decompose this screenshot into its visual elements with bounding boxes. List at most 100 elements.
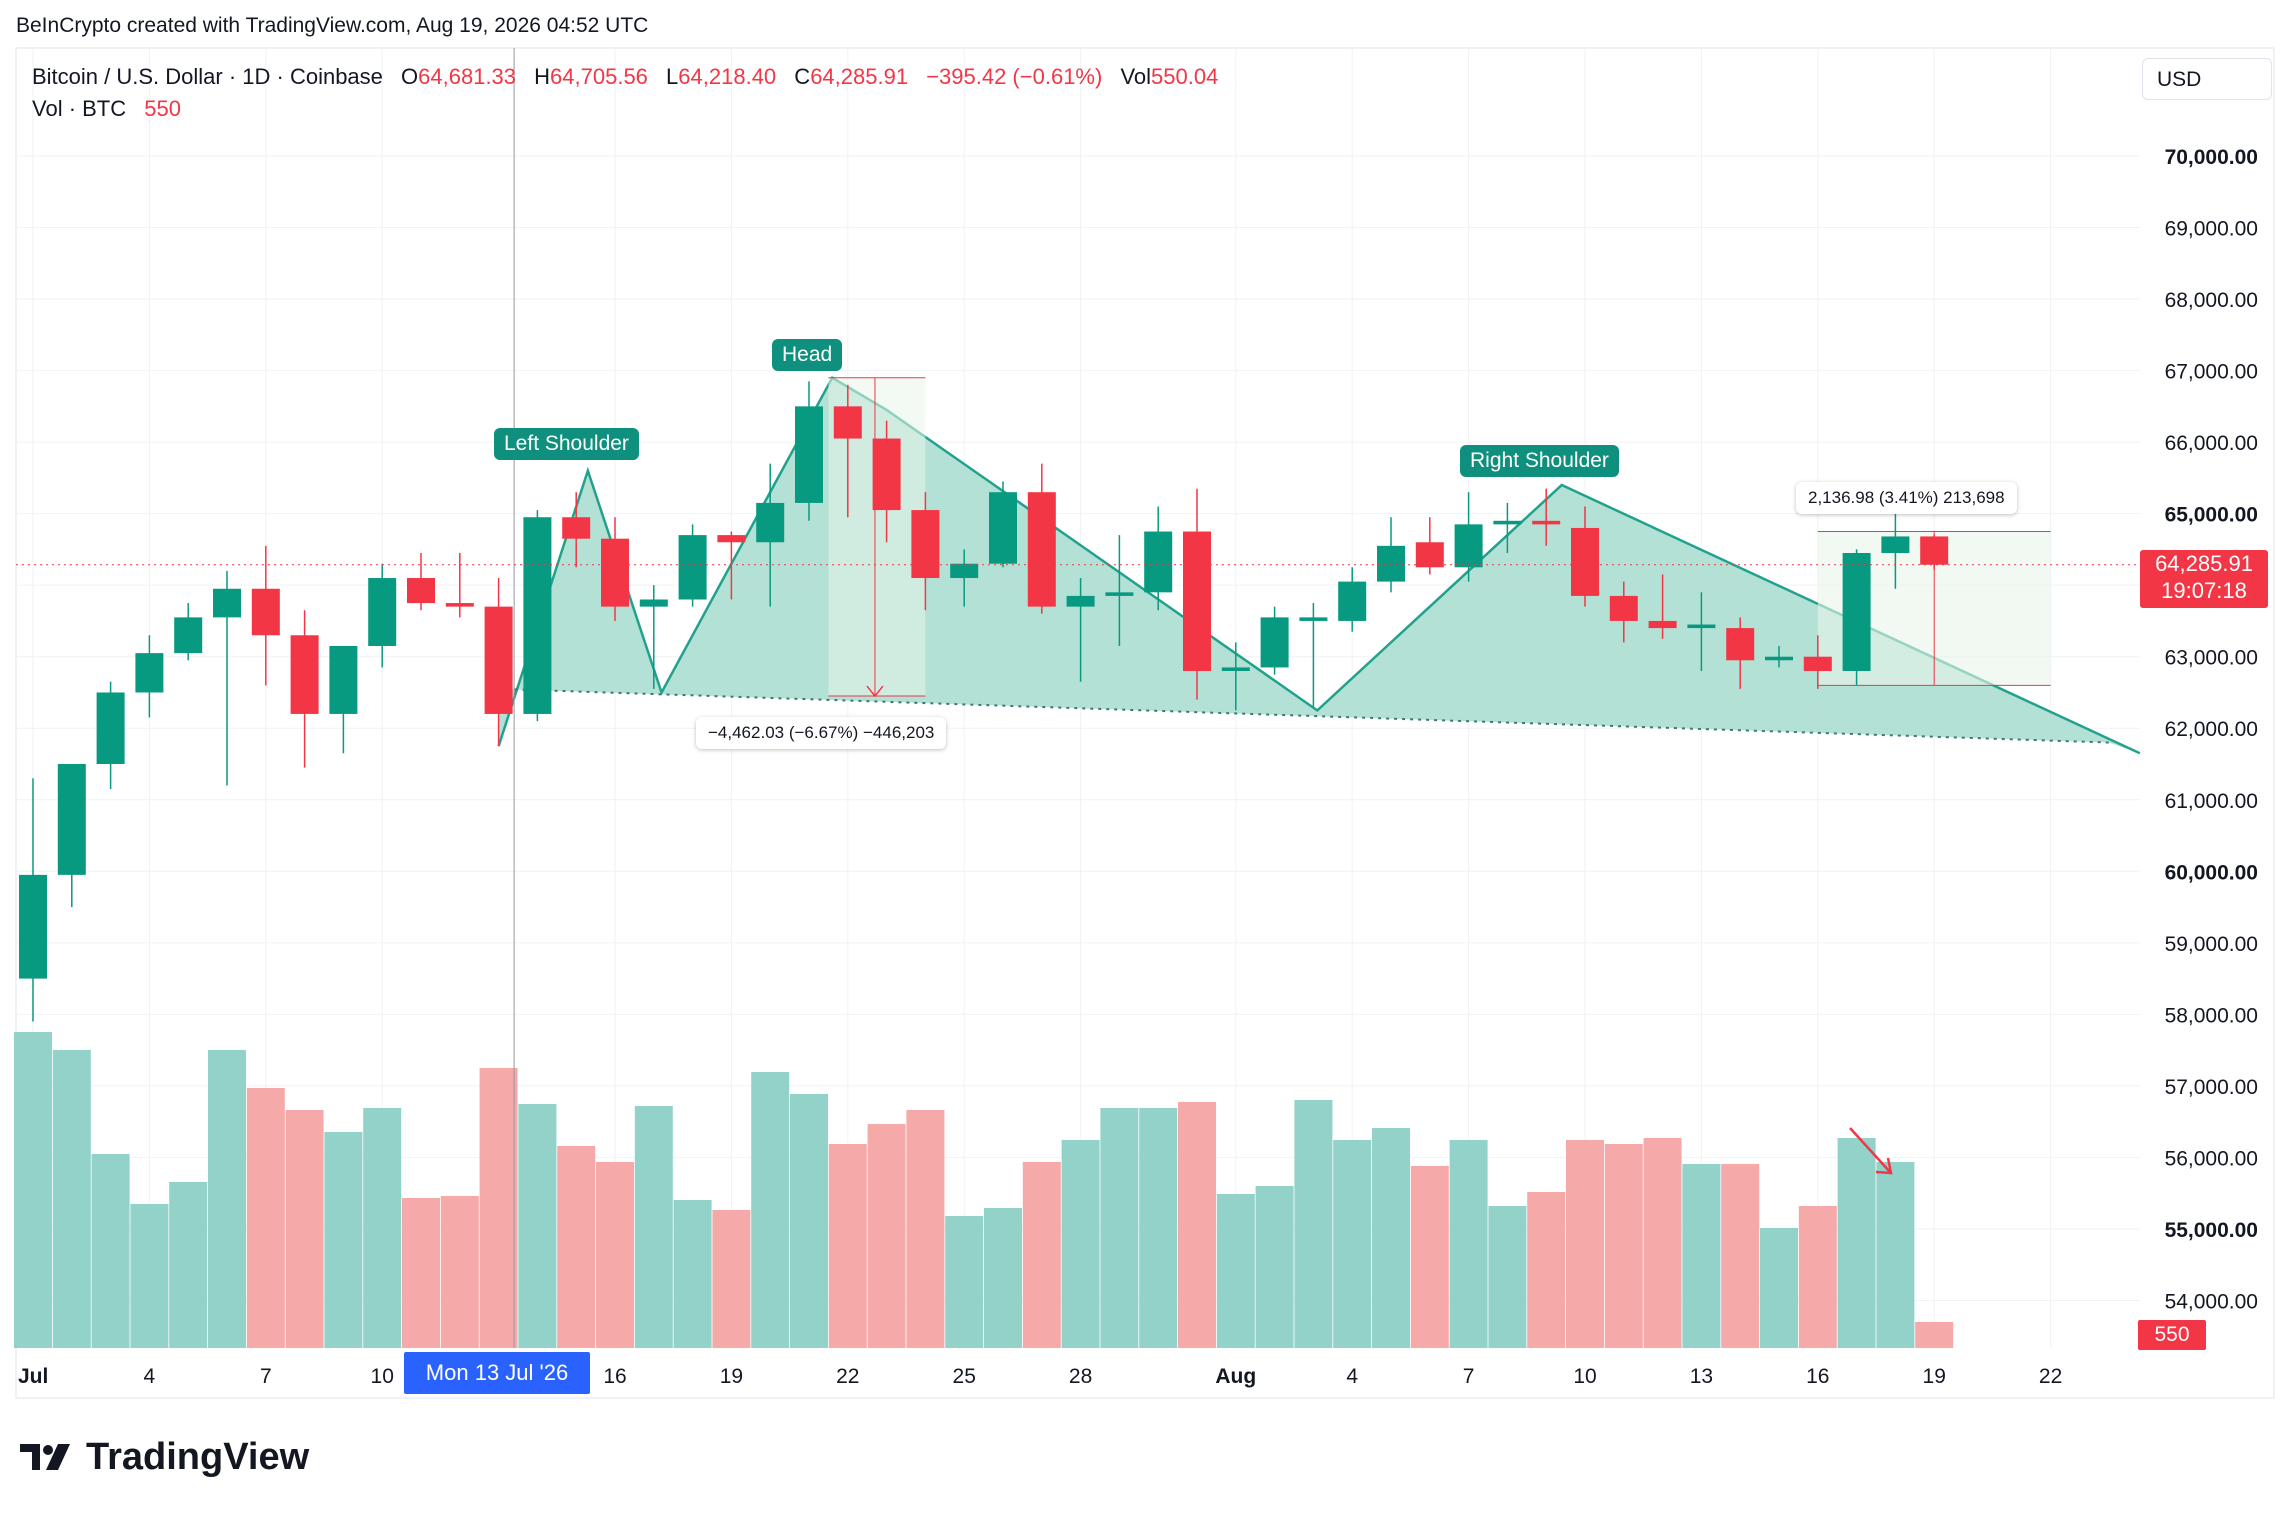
candle-body (1066, 595, 1095, 607)
volume-series-value: 550 (144, 96, 181, 121)
tradingview-wordmark[interactable]: TradingView (86, 1436, 310, 1478)
candle-body (1221, 667, 1250, 672)
candle-body (1532, 520, 1561, 525)
symbol-label[interactable]: Bitcoin / U.S. Dollar · 1D · Coinbase (32, 64, 383, 89)
candle-body (523, 517, 552, 714)
low-label: L (666, 64, 679, 89)
vol-value: 550.04 (1151, 64, 1219, 89)
left-shoulder-label[interactable]: Left Shoulder (494, 428, 639, 460)
x-axis-tick-label: 22 (836, 1365, 859, 1388)
volume-bar (285, 1110, 324, 1348)
candle-body (57, 764, 86, 875)
volume-bar (1022, 1162, 1061, 1348)
open-label: O (401, 64, 419, 89)
volume-bar (673, 1200, 712, 1348)
x-axis-tick-label: 16 (603, 1365, 626, 1388)
close-label: C (794, 64, 811, 89)
y-axis-tick-label: 63,000.00 (2165, 647, 2258, 670)
candle-body (717, 535, 746, 543)
candle-body (639, 599, 668, 607)
volume-bar (1488, 1206, 1527, 1348)
x-axis-tick-label: 10 (371, 1365, 394, 1388)
volume-bar (712, 1210, 751, 1348)
y-axis-tick-label: 62,000.00 (2165, 718, 2258, 741)
candle-body (562, 517, 591, 539)
candle-body (1842, 552, 1871, 672)
currency-button[interactable]: USD (2142, 58, 2272, 100)
volume-series-label[interactable]: Vol · BTC (32, 96, 127, 121)
volume-bar (1915, 1322, 1954, 1348)
volume-bar (1527, 1192, 1566, 1348)
volume-bar (790, 1094, 828, 1348)
volume-bar (324, 1132, 363, 1348)
volume-bar (479, 1068, 518, 1348)
change-value: −395.42 (−0.61%) (926, 64, 1103, 89)
candle-body (1765, 656, 1793, 661)
candle-body (1260, 617, 1289, 668)
y-axis-tick-label: 55,000.00 (2165, 1219, 2258, 1242)
volume-arrow-icon (1849, 1127, 1891, 1173)
y-axis-tick-label: 68,000.00 (2165, 289, 2258, 312)
x-axis-tick-label: 16 (1806, 1365, 1829, 1388)
volume-bar (596, 1162, 634, 1348)
candle-body (795, 406, 823, 503)
volume-bar (1255, 1186, 1294, 1348)
candle-body (135, 653, 164, 693)
volume-bar (1216, 1194, 1255, 1348)
low-value: 64,218.40 (678, 64, 777, 89)
last-volume-tag: 550 (2138, 1320, 2206, 1350)
y-axis-tick-label: 58,000.00 (2165, 1004, 2258, 1027)
candle-body (1377, 545, 1405, 582)
volume-bar (1333, 1140, 1372, 1348)
candle-body (989, 492, 1017, 564)
high-value: 64,705.56 (550, 64, 648, 89)
x-axis-tick-label: 4 (144, 1365, 156, 1388)
y-axis-tick-label: 69,000.00 (2165, 218, 2258, 241)
volume-bar (945, 1216, 984, 1348)
x-axis-tick-label: Jul (18, 1365, 48, 1388)
drop-measure-label: −4,462.03 (−6.67%) −446,203 (696, 717, 947, 749)
candle-body (601, 538, 629, 607)
volume-bar (1721, 1164, 1760, 1348)
volume-bar (1760, 1228, 1798, 1348)
volume-bar (906, 1110, 945, 1348)
right-shoulder-label[interactable]: Right Shoulder (1460, 445, 1619, 477)
candle-body (678, 535, 707, 600)
volume-bar (169, 1182, 208, 1348)
volume-bar (634, 1106, 673, 1348)
candle-body (872, 438, 901, 511)
x-axis-tick-label: 28 (1069, 1365, 1092, 1388)
volume-bar (1449, 1140, 1488, 1348)
volume-bar (1682, 1164, 1721, 1348)
volume-bar (751, 1072, 790, 1348)
volume-bar (246, 1088, 285, 1348)
candle-body (1609, 595, 1638, 621)
volume-bar (1410, 1166, 1449, 1348)
candle-body (1687, 624, 1716, 629)
volume-bar (518, 1104, 557, 1348)
x-axis-tick-label: 25 (953, 1365, 976, 1388)
head-label[interactable]: Head (772, 339, 843, 371)
volume-bar (1372, 1128, 1410, 1348)
tradingview-logo-icon[interactable] (20, 1440, 76, 1474)
x-axis-tick-label: 22 (2039, 1365, 2062, 1388)
candle-body (213, 588, 241, 618)
volume-bar (1798, 1206, 1837, 1348)
candle-body (1493, 520, 1522, 525)
volume-bar (1604, 1144, 1643, 1348)
volume-bar (867, 1124, 906, 1348)
y-axis-tick-label: 54,000.00 (2165, 1290, 2258, 1313)
x-axis-tick-label: 19 (720, 1365, 743, 1388)
candle-body (756, 502, 785, 543)
candle-body (96, 692, 125, 765)
y-axis-tick-label: 61,000.00 (2165, 790, 2258, 813)
y-axis-tick-label: 60,000.00 (2165, 861, 2258, 884)
volume-bar (557, 1146, 596, 1348)
bar-countdown: 19:07:18 (2161, 578, 2247, 603)
open-value: 64,681.33 (418, 64, 517, 89)
volume-bar (440, 1196, 479, 1348)
volume-bar (1837, 1138, 1876, 1348)
volume-arrow-head (1875, 1157, 1893, 1175)
